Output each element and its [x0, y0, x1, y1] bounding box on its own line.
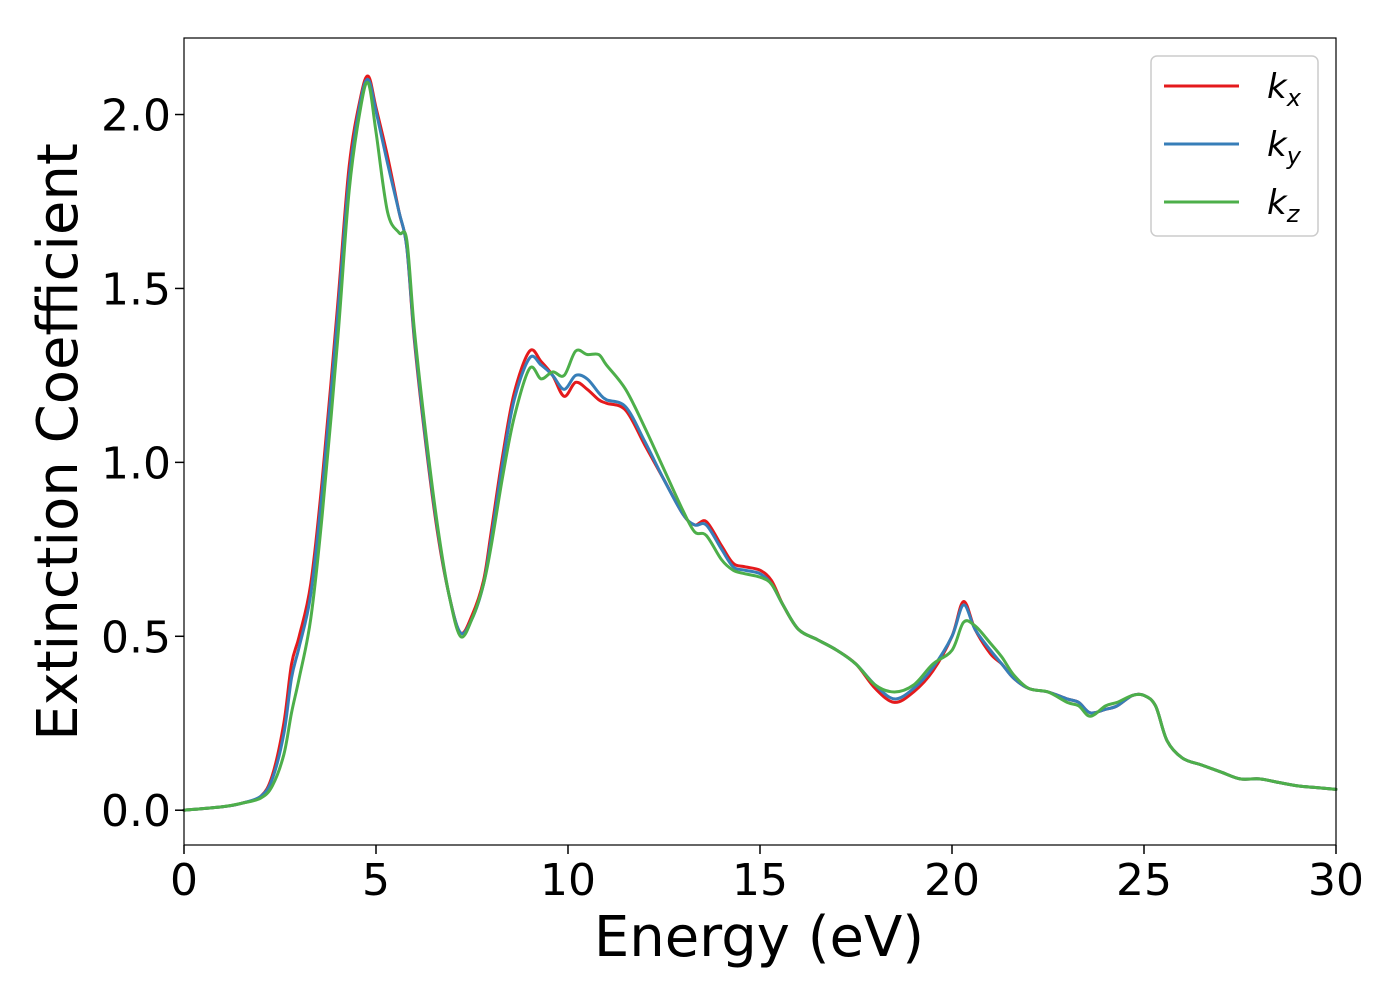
legend-box: [1150, 55, 1319, 237]
series-line-z: [182, 80, 1338, 812]
x-tick-label: 25: [1116, 855, 1172, 906]
legend: kx ky kz: [1150, 55, 1319, 237]
y-tick-label: 2.0: [101, 91, 171, 142]
x-tick-label: 20: [924, 855, 980, 906]
x-tick-label: 15: [732, 855, 788, 906]
y-axis-title: Extinction Coefficient: [26, 143, 91, 741]
legend-label-x: kx: [1267, 67, 1302, 112]
x-tick-label: 30: [1308, 855, 1364, 906]
y-tick-label: 0.0: [101, 786, 171, 837]
legend-label-y: ky: [1267, 125, 1302, 170]
legend-label-z: kz: [1267, 183, 1301, 228]
x-tick-label: 10: [540, 855, 596, 906]
y-tick-label: 1.5: [101, 264, 171, 315]
y-tick-label: 1.0: [101, 438, 171, 489]
x-tick-label: 0: [170, 855, 198, 906]
y-tick-label: 0.5: [101, 612, 171, 663]
ticks-layer: 0 5 10 15 20 25 30 0.0 0.5 1.0 1.5 2.0: [101, 91, 1364, 906]
x-axis-title: Energy (eV): [594, 905, 924, 970]
x-tick-label: 5: [362, 855, 390, 906]
series-layer: [182, 74, 1338, 812]
